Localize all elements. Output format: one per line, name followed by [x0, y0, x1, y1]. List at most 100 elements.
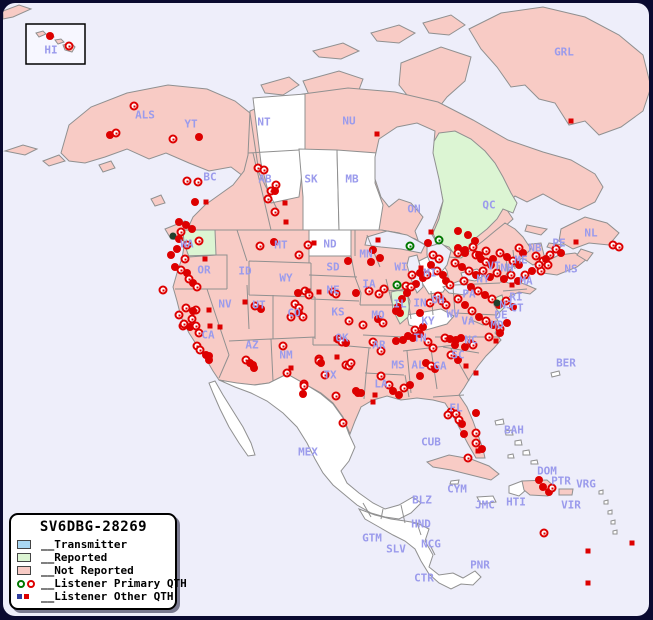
listener-primary-qth-marker: [443, 410, 453, 420]
listener-primary-qth-marker: [187, 314, 197, 324]
listener-primary-qth-marker: [174, 310, 184, 320]
listener-other-qth-marker: [283, 219, 289, 225]
listener-cluster-marker: [403, 289, 411, 297]
region-label-me: ME: [514, 253, 528, 267]
region-label-nb: NB: [528, 241, 542, 255]
listener-primary-qth-marker: [463, 453, 473, 463]
listener-primary-qth-marker: [547, 483, 557, 493]
listener-primary-qth-marker: [478, 266, 488, 276]
legend-row-4: __Listener Other QTH: [17, 590, 174, 603]
region-label-ne: NE: [326, 283, 340, 297]
listener-primary-qth-marker: [346, 358, 356, 368]
listener-primary-qth-marker: [129, 101, 139, 111]
listener-primary-qth-marker: [158, 285, 168, 295]
listener-cluster-marker: [528, 267, 536, 275]
listener-cluster-marker: [475, 313, 483, 321]
listener-cluster-marker: [189, 307, 197, 315]
listener-other-qth-marker: [475, 448, 481, 454]
listener-primary-qth-marker: [407, 270, 417, 280]
listener-cluster-marker: [404, 332, 412, 340]
listener-primary-qth-marker: [182, 176, 192, 186]
region-cape-breton: [576, 248, 594, 262]
listener-cluster-marker: [514, 277, 522, 285]
listener-primary-qth-marker: [501, 296, 511, 306]
listener-primary-qth-marker: [358, 320, 368, 330]
region-label-nt: NT: [257, 115, 271, 129]
listener-primary-qth-marker: [294, 250, 304, 260]
region-central-america: [357, 508, 482, 590]
legend-label: __Listener Other QTH: [41, 590, 174, 603]
legend-items: __Transmitter __Reported __Not Reported __L…: [17, 538, 187, 603]
listener-cluster-marker: [419, 323, 427, 331]
listener-cluster-marker: [257, 305, 265, 313]
listener-cluster-marker: [486, 273, 494, 281]
listener-other-qth-marker: [217, 324, 223, 330]
region-label-sd: SD: [326, 260, 340, 274]
listener-cluster-marker: [173, 245, 181, 253]
region-label-ms: MS: [391, 358, 405, 372]
listener-cluster-marker: [503, 253, 511, 261]
region-label-md: MD: [490, 318, 504, 332]
listener-cluster-marker: [451, 341, 459, 349]
listener-primary-qth-marker: [338, 418, 348, 428]
listener-cluster-marker: [392, 337, 400, 345]
region-label-pa: PA: [462, 287, 476, 301]
listener-other-qth-marker: [333, 336, 339, 342]
listener-primary-qth-marker: [374, 289, 384, 299]
listener-cluster-marker: [344, 257, 352, 265]
listener-cluster-marker: [475, 251, 483, 259]
region-label-ab: AB: [258, 172, 272, 186]
listener-cluster-marker: [461, 301, 469, 309]
listener-other-qth-marker: [288, 365, 294, 371]
listener-cluster-marker: [557, 249, 565, 257]
region-label-nd: ND: [323, 237, 337, 251]
listener-cluster-marker: [454, 244, 462, 252]
region-label-mn: MN: [359, 247, 373, 261]
listener-cluster-marker: [416, 372, 424, 380]
region-labels-layer: HI ALS YT NT NU GRL BC AB SK MB ON QC NL NB PE NS ME WA MT…: [3, 3, 649, 616]
region-label-ri: RI: [509, 290, 523, 304]
region-label-mt: MT: [274, 238, 288, 252]
region-label-ns: NS: [564, 262, 578, 276]
listener-cluster-marker: [416, 330, 424, 338]
legend-swatch-squares: [17, 594, 37, 599]
listener-cluster-marker: [106, 131, 114, 139]
listener-cluster-marker: [424, 239, 432, 247]
region-label-ky: KY: [421, 314, 435, 328]
legend-row-1: __Reported: [17, 551, 170, 564]
listener-primary-qth-marker: [520, 270, 530, 280]
listener-primary-qth-marker-green: [392, 280, 402, 290]
listener-cluster-marker: [46, 32, 54, 40]
listener-primary-qth-marker: [422, 270, 432, 280]
listener-cluster-marker: [496, 329, 504, 337]
listener-cluster-marker: [195, 133, 203, 141]
listener-cluster-marker: [431, 365, 439, 373]
listener-cluster-marker: [399, 336, 407, 344]
listener-cluster-marker: [481, 291, 489, 299]
listener-other-qth-marker: [282, 200, 288, 206]
listener-cluster-marker: [389, 387, 397, 395]
listener-primary-qth-marker: [441, 300, 451, 310]
listener-primary-qth-marker: [434, 254, 444, 264]
region-label-bah: BAH: [504, 423, 524, 437]
listener-other-qth-marker: [585, 548, 591, 554]
listener-cluster-marker: [183, 269, 191, 277]
listener-cluster-marker: [367, 258, 375, 266]
listener-primary-qth-marker: [320, 370, 330, 380]
listener-cluster-marker: [452, 336, 460, 344]
legend-box: SV6DBG-28269 __Transmitter __Reported __No…: [9, 513, 187, 610]
listener-cluster-marker: [467, 283, 475, 291]
legend-swatch-box: [17, 566, 37, 575]
listener-cluster-marker: [171, 263, 179, 271]
listener-primary-qth-marker: [195, 345, 205, 355]
listener-other-qth-marker: [316, 289, 322, 295]
listener-cluster-marker: [464, 231, 472, 239]
region-label-fl: FL: [449, 401, 463, 415]
listener-cluster-marker: [439, 271, 447, 279]
listener-cluster-marker: [409, 334, 417, 342]
region-label-pnr: PNR: [470, 558, 490, 572]
region-label-ct: CT: [510, 301, 524, 315]
region-label-or: OR: [197, 263, 211, 277]
listener-other-qth-marker: [428, 229, 434, 235]
listener-cluster-marker: [461, 246, 469, 254]
